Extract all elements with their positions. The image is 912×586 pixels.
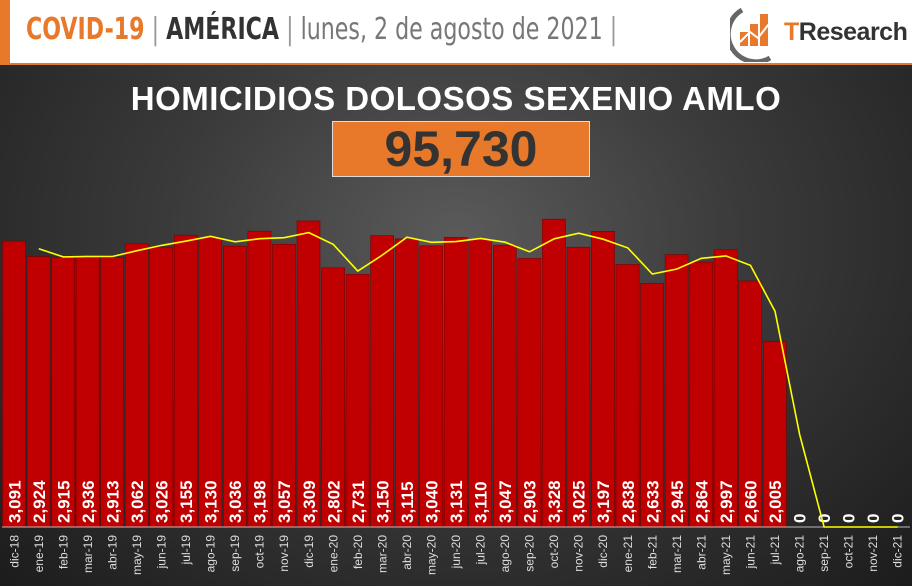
data-label: 3,091 [5,480,24,523]
x-tick-label: mar-20 [375,535,389,573]
x-tick-label: jul-20 [474,535,488,566]
logo-rest: Research [798,18,908,46]
logo-t: T [784,18,799,46]
trend-line [38,231,898,528]
header-title: COVID-19 | AMÉRICA | lunes, 2 de agosto … [26,10,617,50]
data-label: 3,155 [177,480,196,523]
x-tick-label: oct-19 [253,535,267,569]
x-tick-label: feb-20 [351,535,365,569]
x-tick-label: may-20 [424,535,438,575]
x-tick-label: ene-21 [621,535,635,573]
x-tick-label: jun-19 [155,535,169,570]
x-tick-label: ago-19 [204,535,218,573]
x-tick-label: nov-19 [277,535,291,572]
x-tick-label: jul-21 [768,535,782,566]
x-tick-label: dic-18 [7,535,21,568]
data-label: 2,838 [619,480,638,523]
data-label: 3,115 [398,481,417,523]
header-date: lunes, 2 de agosto de 2021 [300,12,603,47]
header-topic: COVID-19 [26,12,145,47]
x-tick-label: feb-19 [56,535,70,569]
data-label: 3,309 [300,480,319,523]
header-region: AMÉRICA [166,12,280,47]
data-label: 0 [889,514,908,523]
data-label: 2,864 [692,480,711,523]
x-tick-label: may-19 [130,535,144,575]
data-label: 3,131 [447,480,466,523]
logo-text: TResearch [784,18,908,47]
data-label: 3,197 [594,480,613,523]
data-label: 2,997 [717,480,736,523]
separator: | [609,12,618,47]
data-label: 3,057 [275,480,294,523]
x-tick-label: dic-21 [891,535,905,568]
data-label: 2,915 [54,480,73,523]
header: COVID-19 | AMÉRICA | lunes, 2 de agosto … [0,0,912,65]
data-label: 3,150 [373,480,392,523]
data-label: 3,062 [128,480,147,523]
separator: | [151,12,160,47]
data-label: 3,130 [202,480,221,523]
data-label: 2,903 [521,480,540,523]
x-tick-label: ene-19 [32,535,46,573]
x-tick-label: mar-19 [81,535,95,573]
data-label: 3,036 [226,480,245,523]
total-box: 95,730 [332,121,590,177]
x-tick-label: may-21 [719,535,733,575]
data-label: 2,005 [766,480,785,523]
data-label: 2,633 [643,480,662,523]
separator: | [286,12,294,47]
x-tick-label: sep-20 [523,535,537,572]
x-tick-label: mar-21 [670,535,684,573]
data-label: 3,025 [570,480,589,523]
data-label: 3,040 [422,480,441,523]
x-tick-label: sep-19 [228,535,242,572]
x-tick-label: sep-21 [817,535,831,572]
x-tick-label: abr-19 [105,535,119,570]
data-label: 0 [840,514,859,523]
x-tick-label: jul-19 [179,535,193,566]
x-tick-label: dic-19 [302,535,316,568]
x-tick-label: ago-21 [793,535,807,573]
data-label: 0 [864,514,883,523]
data-label: 2,660 [741,480,760,523]
tresearch-logo: TResearch [730,2,910,62]
data-label: 2,913 [103,480,122,523]
data-label: 3,110 [472,481,491,523]
data-label: 3,047 [496,480,515,523]
x-tick-label: oct-21 [842,535,856,569]
x-tick-label: oct-20 [547,535,561,569]
x-tick-label: nov-20 [572,535,586,572]
data-label: 3,328 [545,480,564,523]
x-tick-label: dic-20 [596,535,610,568]
x-tick-label: abr-20 [400,535,414,570]
data-label: 0 [815,514,834,523]
x-tick-label: nov-21 [866,535,880,572]
data-label: 2,945 [668,480,687,523]
logo-chart-icon [730,7,773,62]
x-tick-label: feb-21 [645,535,659,569]
chart-title: HOMICIDIOS DOLOSOS SEXENIO AMLO [130,80,782,117]
data-label: 2,731 [349,480,368,523]
x-tick-label: ago-20 [498,535,512,573]
accent-bar [0,0,10,63]
data-label: 2,936 [79,480,98,523]
data-label: 3,026 [153,480,172,523]
data-label: 2,924 [30,480,49,523]
data-label: 3,198 [251,480,270,523]
x-tick-label: jun-20 [449,535,463,570]
x-tick-label: ene-20 [326,535,340,573]
x-tick-label: abr-21 [694,535,708,570]
data-label: 0 [791,514,810,523]
data-label: 2,802 [324,480,343,523]
x-tick-label: jun-21 [743,535,757,570]
